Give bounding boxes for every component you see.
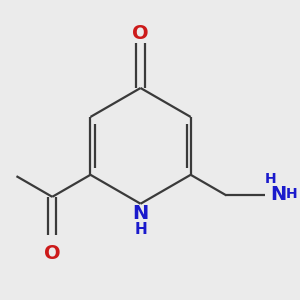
Text: N: N xyxy=(132,204,149,224)
Text: H: H xyxy=(285,187,297,201)
Text: H: H xyxy=(134,222,147,237)
Text: H: H xyxy=(265,172,276,186)
Text: N: N xyxy=(271,184,287,204)
Text: O: O xyxy=(132,24,149,43)
Text: O: O xyxy=(44,244,61,263)
